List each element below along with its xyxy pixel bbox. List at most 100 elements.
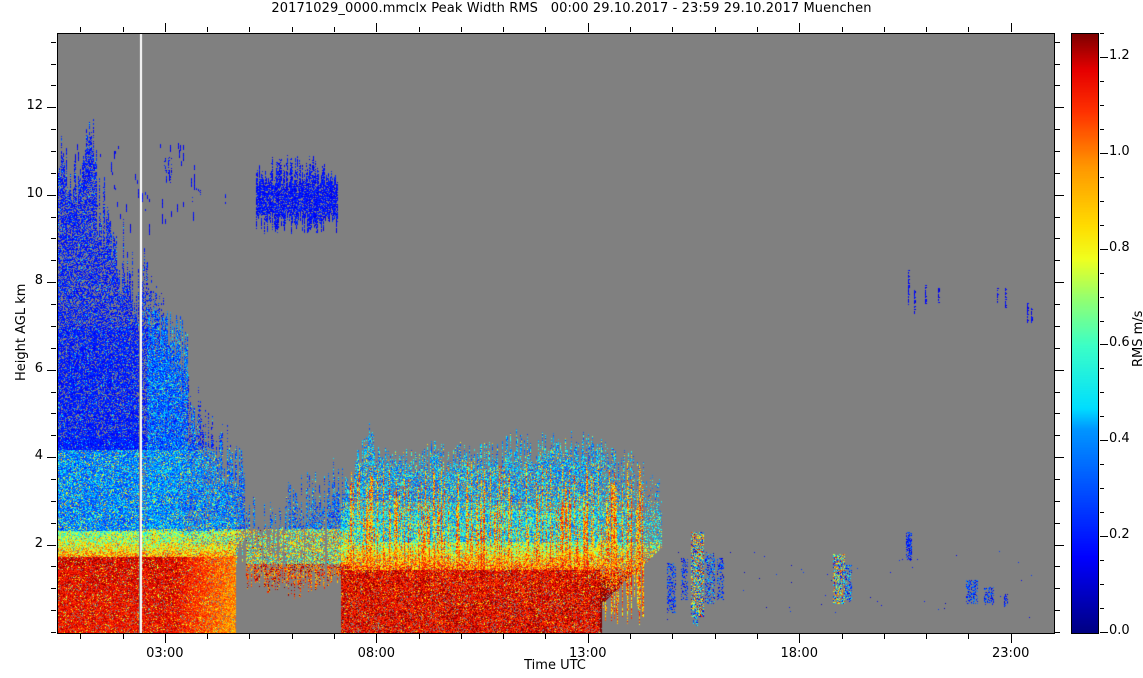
x-minor-tick xyxy=(926,634,927,639)
colorbar-tick-label: 0.6 xyxy=(1109,335,1130,351)
y-minor-tick xyxy=(51,42,56,43)
x-tick-top xyxy=(249,27,250,32)
heatmap-canvas[interactable] xyxy=(58,34,1054,633)
y-minor-tick-right xyxy=(1055,85,1060,86)
colorbar-title: RMS m/s xyxy=(1131,310,1143,367)
y-minor-tick-right xyxy=(1055,260,1060,261)
x-minor-tick xyxy=(545,634,546,639)
y-minor-tick xyxy=(51,566,56,567)
x-tick-top xyxy=(1011,23,1012,32)
x-minor-tick xyxy=(842,634,843,639)
colorbar-minor-tick xyxy=(1100,297,1104,298)
plot-area[interactable] xyxy=(57,33,1055,634)
x-tick-top xyxy=(292,27,293,32)
x-minor-tick xyxy=(715,634,716,639)
colorbar-tick-label: 1.0 xyxy=(1109,143,1130,159)
y-minor-tick-right xyxy=(1055,173,1060,174)
x-minor-tick xyxy=(249,634,250,639)
y-minor-tick xyxy=(51,501,56,502)
colorbar[interactable] xyxy=(1071,33,1099,634)
y-minor-tick xyxy=(51,85,56,86)
colorbar-minor-tick xyxy=(1100,321,1104,322)
y-minor-tick xyxy=(51,523,56,524)
colorbar-major-tick xyxy=(1100,249,1108,250)
y-minor-tick-right xyxy=(1055,326,1060,327)
colorbar-minor-tick xyxy=(1100,81,1104,82)
y-tick-label: 8 xyxy=(34,273,43,289)
colorbar-minor-tick xyxy=(1100,608,1104,609)
x-tick-top xyxy=(672,27,673,32)
y-major-tick-right xyxy=(1055,195,1064,196)
colorbar-minor-tick xyxy=(1100,273,1104,274)
y-minor-tick xyxy=(51,632,56,633)
colorbar-gradient xyxy=(1072,34,1098,633)
y-minor-tick xyxy=(51,392,56,393)
colorbar-minor-tick xyxy=(1100,368,1104,369)
y-minor-tick-right xyxy=(1055,304,1060,305)
y-minor-tick-right xyxy=(1055,217,1060,218)
x-minor-tick xyxy=(630,634,631,639)
x-tick-top xyxy=(757,27,758,32)
y-tick-label: 6 xyxy=(34,360,43,376)
x-minor-tick xyxy=(292,634,293,639)
colorbar-major-tick xyxy=(1100,632,1108,633)
y-tick-label: 10 xyxy=(26,185,43,201)
x-major-tick xyxy=(165,634,166,643)
x-tick-top xyxy=(968,27,969,32)
colorbar-major-tick xyxy=(1100,536,1108,537)
x-major-tick xyxy=(1011,634,1012,643)
y-minor-tick-right xyxy=(1055,238,1060,239)
y-minor-tick xyxy=(51,413,56,414)
figure-title: 20171029_0000.mmclx Peak Width RMS 00:00… xyxy=(271,1,872,16)
colorbar-minor-tick xyxy=(1100,416,1104,417)
y-minor-tick xyxy=(51,588,56,589)
colorbar-minor-tick xyxy=(1100,129,1104,130)
x-tick-top xyxy=(630,27,631,32)
x-tick-top xyxy=(207,27,208,32)
y-tick-label: 2 xyxy=(34,535,43,551)
x-major-tick xyxy=(376,634,377,643)
colorbar-minor-tick xyxy=(1100,512,1104,513)
x-tick-top xyxy=(926,27,927,32)
x-tick-label: 13:00 xyxy=(569,646,607,661)
colorbar-tick-label: 1.2 xyxy=(1109,47,1130,63)
y-minor-tick-right xyxy=(1055,435,1060,436)
colorbar-tick-label: 0.0 xyxy=(1109,623,1130,638)
y-minor-tick-right xyxy=(1055,413,1060,414)
y-minor-tick xyxy=(51,610,56,611)
y-minor-tick xyxy=(51,129,56,130)
x-tick-top xyxy=(884,27,885,32)
y-major-tick xyxy=(47,107,56,108)
colorbar-minor-tick xyxy=(1100,584,1104,585)
y-minor-tick-right xyxy=(1055,479,1060,480)
y-minor-tick xyxy=(51,217,56,218)
y-tick-label: 4 xyxy=(34,448,43,464)
x-tick-top xyxy=(123,27,124,32)
y-minor-tick-right xyxy=(1055,610,1060,611)
y-major-tick xyxy=(47,545,56,546)
y-tick-label: 12 xyxy=(26,98,43,114)
x-tick-top xyxy=(842,27,843,32)
colorbar-minor-tick xyxy=(1100,33,1104,34)
x-tick-label: 08:00 xyxy=(357,646,396,661)
colorbar-minor-tick xyxy=(1100,560,1104,561)
colorbar-major-tick xyxy=(1100,440,1108,441)
colorbar-minor-tick xyxy=(1100,464,1104,465)
y-minor-tick xyxy=(51,479,56,480)
y-minor-tick-right xyxy=(1055,151,1060,152)
colorbar-tick-label: 0.4 xyxy=(1109,431,1130,447)
y-minor-tick xyxy=(51,64,56,65)
colorbar-tick-label: 0.8 xyxy=(1109,239,1130,255)
y-major-tick xyxy=(47,370,56,371)
y-major-tick-right xyxy=(1055,107,1064,108)
colorbar-minor-tick xyxy=(1100,177,1104,178)
y-minor-tick-right xyxy=(1055,348,1060,349)
x-tick-label: 03:00 xyxy=(146,646,184,661)
x-minor-tick xyxy=(461,634,462,639)
y-minor-tick-right xyxy=(1055,523,1060,524)
x-minor-tick xyxy=(80,634,81,639)
y-minor-tick-right xyxy=(1055,632,1060,633)
colorbar-tick-label: 0.2 xyxy=(1109,527,1130,543)
y-major-tick-right xyxy=(1055,282,1064,283)
x-minor-tick xyxy=(757,634,758,639)
